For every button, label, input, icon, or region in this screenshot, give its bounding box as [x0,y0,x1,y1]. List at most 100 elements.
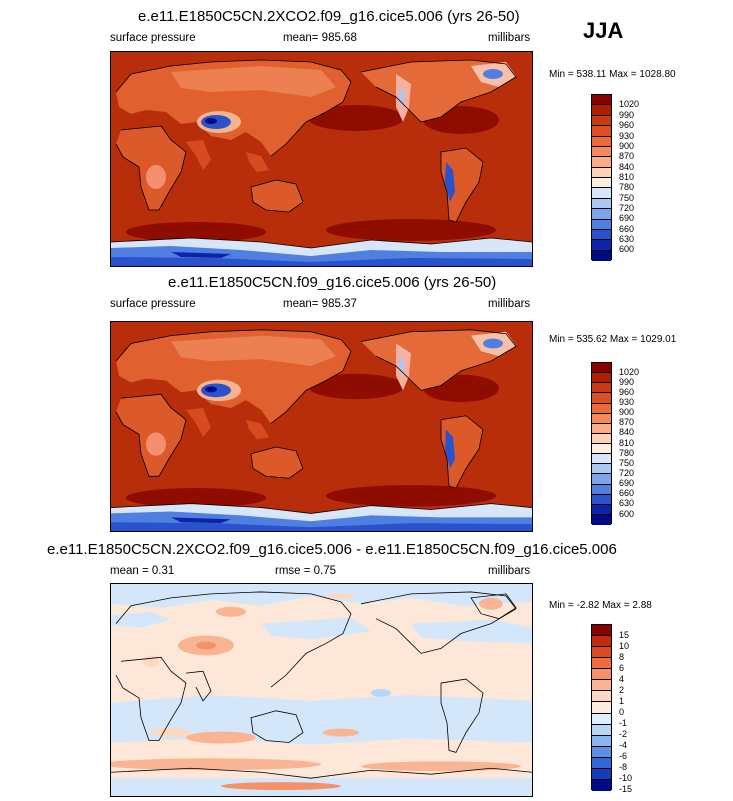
colorbar-tick-label: -10 [619,773,633,783]
colorbar-swatch [592,229,611,241]
colorbar-tick-label: 630 [619,234,635,244]
colorbar-swatch [592,494,611,505]
colorbar-swatch [592,779,611,791]
colorbar [591,624,612,791]
mean-label: mean= 985.37 [283,298,357,310]
colorbar-tick-label: 750 [619,458,635,468]
map-graphic [111,584,532,796]
colorbar-swatch [592,167,611,178]
units-label: millibars [488,298,531,310]
colorbar-tick-label: 660 [619,224,635,234]
colorbar-tick-label: 720 [619,203,635,213]
rmse-label: rmse = 0.75 [275,565,337,577]
colorbar-tick-label: 750 [619,193,635,203]
colorbar-tick-label: 870 [619,151,635,161]
colorbar-swatch [592,768,611,780]
colorbar-tick-label: 720 [619,468,635,478]
colorbar-swatch [592,691,611,703]
colorbar-tick-label: 2 [619,685,625,695]
colorbar-swatch [592,363,611,374]
colorbar-swatch [592,383,611,394]
colorbar-swatch [592,105,611,116]
colorbar-tick-label: 660 [619,488,635,498]
colorbar-tick-label: 1 [619,696,625,706]
colorbar-swatch [592,433,611,444]
colorbar-tick-label: 0 [619,707,625,717]
colorbar-swatch [592,403,611,414]
colorbar-tick-label: 840 [619,427,635,437]
colorbar-tick-label: -1 [619,718,628,728]
colorbar-swatch [592,504,611,515]
colorbar-swatch [592,757,611,769]
colorbar-tick-label: -15 [619,784,633,794]
colorbar-tick-label: 6 [619,663,625,673]
colorbar-tick-label: 780 [619,448,635,458]
colorbar-tick-label: 960 [619,387,635,397]
colorbar-swatch [592,680,611,692]
colorbar-swatch [592,240,611,251]
colorbar-tick-label: 810 [619,172,635,182]
colorbar-tick-label: 1020 [619,99,640,109]
colorbar-swatch [592,115,611,127]
colorbar-swatch [592,658,611,670]
colorbar-swatch [592,250,611,261]
min-max-label: Min = 538.11 Max = 1028.80 [549,69,676,80]
mean-label: mean = 0.31 [110,565,175,577]
map-graphic [111,322,532,531]
colorbar-swatch [592,95,611,106]
colorbar-swatch [592,735,611,747]
min-max-label: Min = -2.82 Max = 2.88 [549,600,652,611]
colorbar-swatch [592,713,611,725]
colorbar-swatch [592,474,611,485]
colorbar-swatch [592,136,611,147]
colorbar-swatch [592,178,611,189]
colorbar-swatch [592,444,611,455]
colorbar-tick-label: 810 [619,438,635,448]
colorbar-tick-label: 4 [619,674,625,684]
map-graphic [111,52,532,266]
mean-label: mean= 985.68 [283,32,357,44]
colorbar-tick-label: -4 [619,740,628,750]
colorbar-tick-label: 8 [619,652,625,662]
difference-map [110,583,533,797]
colorbar-tick-label: -8 [619,762,628,772]
colorbar-tick-label: 840 [619,162,635,172]
colorbar-swatch [592,146,611,158]
colorbar-tick-label: 900 [619,407,635,417]
colorbar-tick-label: 600 [619,509,635,519]
colorbar-tick-label: 990 [619,377,635,387]
colorbar-tick-label: 15 [619,630,630,640]
colorbar-swatch [592,669,611,681]
season-label: JJA [583,18,624,43]
colorbar-swatch [592,702,611,714]
colorbar [591,362,612,525]
colorbar-tick-label: 600 [619,244,635,254]
colorbar-tick-label: 960 [619,120,635,130]
panel-title: e.e11.E1850C5CN.2XCO2.f09_g16.cice5.006 … [138,8,520,25]
colorbar [591,94,612,261]
colorbar-swatch [592,484,611,495]
colorbar-swatch [592,514,611,525]
field-label: surface pressure [110,32,196,44]
colorbar-tick-label: 630 [619,498,635,508]
colorbar-swatch [592,454,611,465]
colorbar-swatch [592,636,611,648]
colorbar-swatch [592,373,611,384]
colorbar-swatch [592,413,611,424]
colorbar-swatch [592,126,611,137]
colorbar-tick-label: 1020 [619,367,640,377]
colorbar-swatch [592,464,611,475]
units-label: millibars [488,565,531,577]
colorbar-tick-label: 900 [619,141,635,151]
colorbar-swatch [592,746,611,758]
units-label: millibars [488,32,531,44]
colorbar-tick-label: 690 [619,478,635,488]
colorbar-swatch [592,209,611,220]
colorbar-tick-label: 690 [619,213,635,223]
colorbar-tick-label: -6 [619,751,628,761]
surface-pressure-map [110,51,533,267]
colorbar-tick-label: 780 [619,182,635,192]
colorbar-tick-label: 990 [619,110,635,120]
colorbar-tick-label: 930 [619,397,635,407]
colorbar-swatch [592,647,611,659]
